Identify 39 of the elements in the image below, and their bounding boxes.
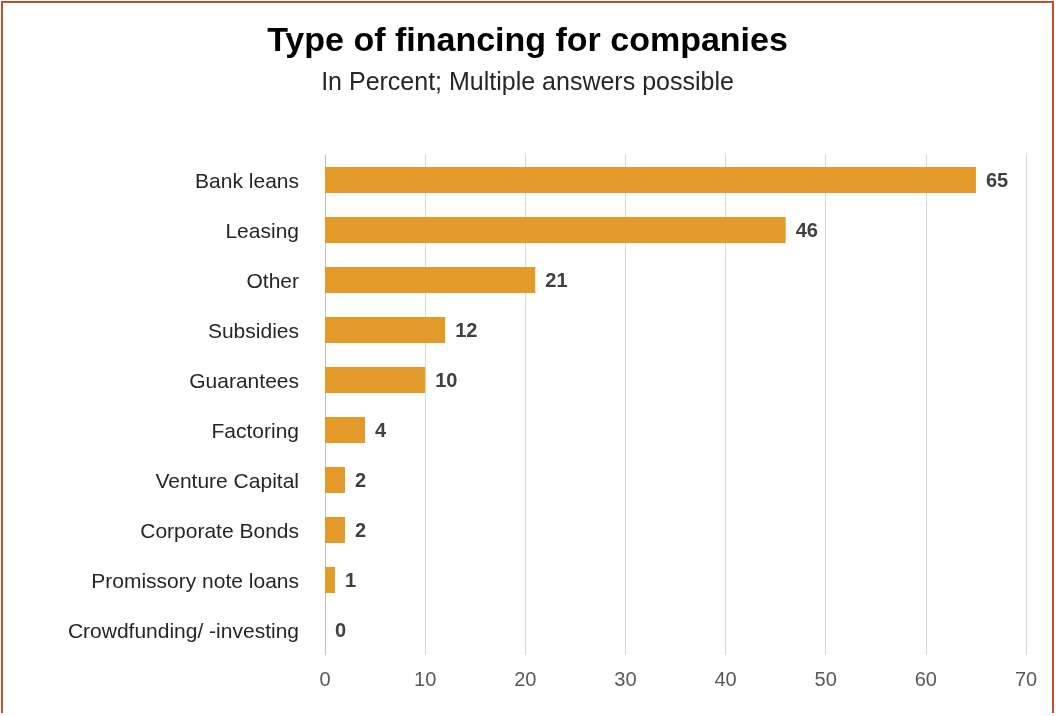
data-label: 10 <box>435 369 458 391</box>
bar <box>325 217 786 243</box>
bar <box>325 467 346 493</box>
chart-title: Type of financing for companies <box>267 20 788 58</box>
y-tick-label: Factoring <box>211 418 299 442</box>
x-tick-label: 30 <box>614 668 637 690</box>
y-tick-label: Leasing <box>225 218 299 242</box>
bar <box>325 367 426 393</box>
y-tick-label: Subsidies <box>207 318 299 342</box>
x-tick-label: 40 <box>714 668 737 690</box>
bar <box>325 317 446 343</box>
x-tick-label: 0 <box>319 668 331 690</box>
bar <box>325 267 536 293</box>
y-tick-label: Corporate Bonds <box>140 518 299 542</box>
data-label: 4 <box>375 419 388 441</box>
x-tick-label: 60 <box>914 668 937 690</box>
x-tick-label: 70 <box>1014 668 1038 690</box>
y-tick-label: Venture Capital <box>155 468 299 492</box>
bar <box>325 517 346 543</box>
data-label: 2 <box>355 469 367 491</box>
chart-subtitle: In Percent; Multiple answers possible <box>321 66 734 95</box>
y-tick-label: Other <box>246 268 299 292</box>
y-tick-label: Bank leans <box>195 168 299 192</box>
bar <box>325 567 336 593</box>
data-label: 2 <box>355 519 367 541</box>
data-label: 46 <box>795 219 818 241</box>
data-label: 21 <box>545 269 568 291</box>
y-tick-label: Crowdfunding/ -investing <box>67 618 299 642</box>
x-tick-label: 20 <box>514 668 537 690</box>
y-tick-label: Promissory note loans <box>91 568 299 592</box>
data-label: 1 <box>345 569 357 591</box>
x-tick-label: 50 <box>814 668 837 690</box>
data-label: 12 <box>455 319 478 341</box>
data-label: 65 <box>985 169 1009 191</box>
x-tick-label: 10 <box>414 668 437 690</box>
y-tick-label: Guarantees <box>189 368 299 392</box>
bar <box>325 417 366 443</box>
bar <box>325 167 976 193</box>
data-label: 0 <box>335 619 347 641</box>
